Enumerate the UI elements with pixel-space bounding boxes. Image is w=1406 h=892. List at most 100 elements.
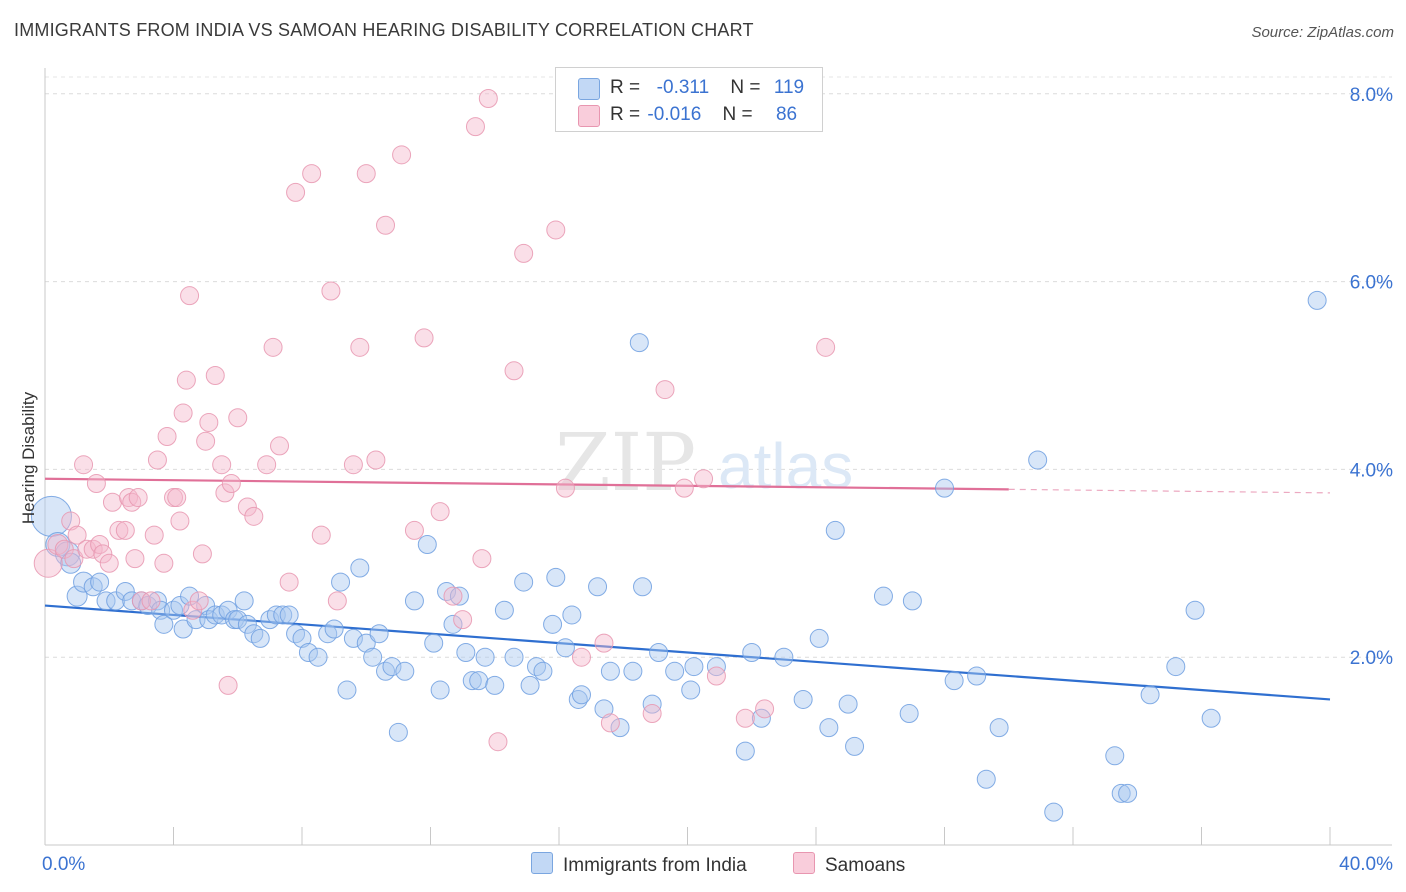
point-india	[331, 572, 351, 592]
point-samoans	[356, 164, 376, 184]
point-india	[279, 605, 299, 625]
point-samoans	[478, 88, 498, 108]
point-samoans	[141, 591, 161, 611]
point-samoans	[514, 243, 534, 263]
point-samoans	[183, 600, 203, 620]
point-india	[228, 610, 248, 630]
watermark-atlas: atlas	[718, 430, 853, 502]
point-india	[1307, 290, 1327, 310]
point-samoans	[244, 506, 264, 526]
legend-r-value: -0.311	[656, 77, 710, 98]
point-india	[430, 680, 450, 700]
point-samoans	[546, 220, 566, 240]
point-samoans	[173, 403, 193, 423]
point-india	[571, 685, 591, 705]
point-india	[462, 671, 482, 691]
point-india	[629, 333, 649, 353]
point-india	[66, 585, 88, 607]
point-samoans	[228, 408, 248, 428]
point-samoans	[192, 544, 212, 564]
point-samoans	[286, 182, 306, 202]
point-india	[363, 647, 383, 667]
point-india	[735, 741, 755, 761]
point-india	[902, 591, 922, 611]
grid-lines	[45, 76, 1392, 658]
point-samoans	[706, 666, 726, 686]
point-india	[1028, 450, 1048, 470]
point-samoans	[642, 704, 662, 724]
point-samoans	[279, 572, 299, 592]
point-samoans	[167, 488, 187, 508]
legend-n-value: 86	[775, 104, 798, 125]
point-india	[1105, 746, 1125, 766]
point-samoans	[350, 337, 370, 357]
point-india	[469, 671, 489, 691]
point-samoans	[218, 675, 238, 695]
point-india	[633, 577, 653, 597]
point-samoans	[205, 365, 225, 385]
x-tick-label: 40.0%	[1339, 854, 1393, 875]
point-india	[173, 619, 193, 639]
point-samoans	[404, 520, 424, 540]
point-samoans	[99, 553, 119, 573]
point-samoans	[221, 473, 241, 493]
point-india	[388, 722, 408, 742]
point-india	[623, 661, 643, 681]
point-samoans	[47, 534, 69, 556]
chart-title: IMMIGRANTS FROM INDIA VS SAMOAN HEARING …	[14, 20, 754, 40]
point-india	[1111, 783, 1131, 803]
point-samoans	[343, 455, 363, 475]
point-india	[350, 558, 370, 578]
point-india	[1166, 657, 1186, 677]
trend-line-india	[44, 604, 1331, 701]
legend-n-label: N =	[722, 104, 753, 125]
point-india	[298, 643, 318, 662]
point-samoans	[674, 478, 694, 498]
y-tick-label: 6.0%	[1350, 273, 1393, 294]
legend-swatch-samoans	[578, 105, 600, 127]
point-india	[967, 666, 987, 686]
point-india	[308, 647, 328, 667]
trend-line-samoans	[44, 477, 1009, 491]
point-india	[809, 628, 829, 648]
point-india	[1140, 685, 1160, 705]
point-samoans	[170, 511, 190, 531]
point-samoans	[180, 286, 200, 306]
point-samoans	[125, 549, 145, 569]
point-india	[73, 571, 95, 593]
point-india	[404, 591, 424, 611]
point-samoans	[472, 549, 492, 569]
point-samoans	[311, 525, 331, 545]
point-india	[684, 657, 704, 677]
point-india	[845, 736, 865, 756]
point-india	[520, 675, 540, 695]
point-india	[292, 628, 312, 648]
bottom-legend-india: Immigrants from India	[531, 852, 747, 877]
tick-labels: 2.0% 4.0% 6.0% 8.0% 0.0% 40.0%	[42, 85, 1393, 875]
axes	[44, 68, 1392, 846]
point-samoans	[176, 370, 196, 390]
point-india	[1201, 708, 1221, 728]
point-samoans	[109, 520, 129, 540]
point-samoans	[735, 708, 755, 728]
point-india	[649, 643, 669, 662]
point-india	[324, 619, 344, 639]
point-samoans	[131, 591, 151, 611]
point-india	[533, 661, 553, 681]
point-samoans	[504, 361, 524, 381]
bottom-legend-swatch-samoans	[793, 852, 815, 874]
point-india	[838, 694, 858, 714]
legend-swatch-india	[578, 78, 600, 100]
point-india	[610, 718, 630, 738]
point-samoans	[755, 699, 775, 719]
point-india	[115, 581, 135, 601]
point-samoans	[157, 427, 177, 447]
point-samoans	[115, 520, 135, 540]
point-samoans	[694, 469, 714, 489]
trend-line-samoans-extension	[1008, 488, 1331, 494]
point-india	[180, 586, 200, 606]
point-india	[343, 628, 363, 648]
data-points	[30, 88, 1327, 822]
bottom-legend-swatch-india	[531, 852, 553, 874]
point-india	[369, 624, 389, 644]
